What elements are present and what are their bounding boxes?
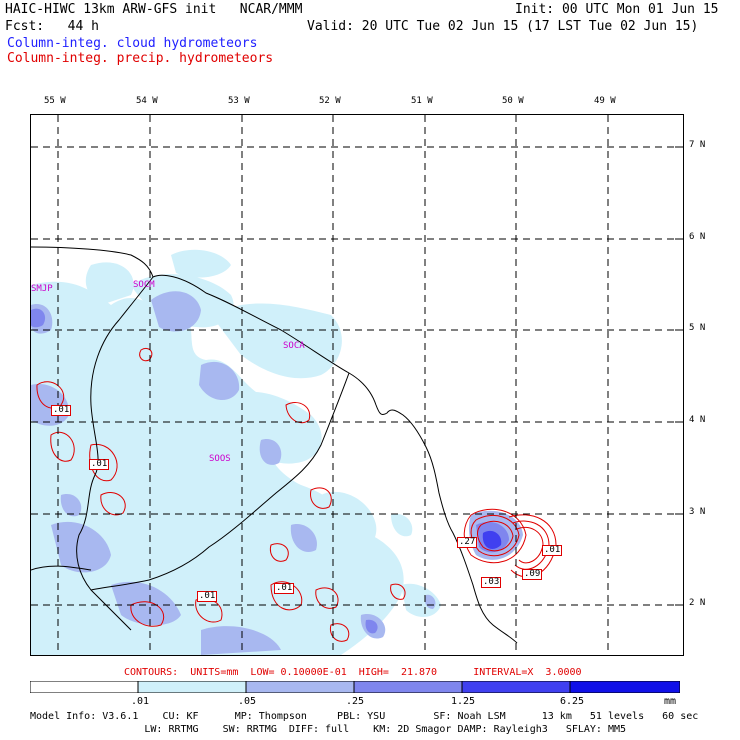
colorbar-label: .05 <box>238 696 257 707</box>
coastlines <box>31 246 518 644</box>
lat-label: 5 N <box>689 323 706 333</box>
init-time: Init: 00 UTC Mon 01 Jun 15 <box>515 2 719 17</box>
lon-label: 55 W <box>44 96 66 106</box>
colorbar-label: 6.25 <box>560 696 585 707</box>
contour-label: .09 <box>522 569 543 580</box>
map-svg <box>31 115 683 655</box>
lat-label: 7 N <box>689 140 706 150</box>
header-title: HAIC-HIWC 13km ARW-GFS init NCAR/MMM <box>5 2 303 17</box>
lat-label: 2 N <box>689 598 706 608</box>
colorbar-label: 1.25 <box>451 696 476 707</box>
lat-ticks <box>675 146 683 606</box>
contour-label: .01 <box>274 583 295 594</box>
field-cloud-title: Column-integ. cloud hydrometeors <box>7 36 258 51</box>
station-label: SOCM <box>133 280 155 290</box>
lon-label: 53 W <box>228 96 250 106</box>
lon-label: 49 W <box>594 96 616 106</box>
shade-core <box>482 530 502 549</box>
valid-time: Valid: 20 UTC Tue 02 Jun 15 (17 LST Tue … <box>307 19 699 34</box>
model-info-line2: LW: RRTMG SW: RRTMG DIFF: full KM: 2D Sm… <box>30 724 627 735</box>
lat-label: 4 N <box>689 415 706 425</box>
station-label: SMJP <box>31 284 53 294</box>
colorbar-label: .25 <box>346 696 365 707</box>
colorbar-label: .01 <box>131 696 150 707</box>
map-panel: SMJP SOCM SOCA SOOS .01 .01 .01 .01 .27 … <box>30 114 684 656</box>
model-info-line1: Model Info: V3.6.1 CU: KF MP: Thompson P… <box>30 711 699 722</box>
contour-label: .01 <box>197 591 218 602</box>
graticule <box>31 115 683 655</box>
colorbar-units: mm <box>664 696 677 707</box>
lon-label: 51 W <box>411 96 433 106</box>
station-label: SOOS <box>209 454 231 464</box>
contour-label: .03 <box>481 577 502 588</box>
lat-label: 3 N <box>689 507 706 517</box>
contour-info: CONTOURS: UNITS=mm LOW= 0.10000E-01 HIGH… <box>124 667 582 678</box>
colorbar <box>30 681 680 693</box>
field-precip-title: Column-integ. precip. hydrometeors <box>7 51 274 66</box>
contour-label: .01 <box>542 545 563 556</box>
shade-light <box>31 249 441 655</box>
lon-label: 50 W <box>502 96 524 106</box>
station-label: SOCA <box>283 341 305 351</box>
lon-label: 54 W <box>136 96 158 106</box>
contour-label: .01 <box>89 459 110 470</box>
forecast-hour: Fcst: 44 h <box>5 19 99 34</box>
lon-label: 52 W <box>319 96 341 106</box>
lat-label: 6 N <box>689 232 706 242</box>
contour-label: .27 <box>457 537 478 548</box>
contour-label: .01 <box>51 405 72 416</box>
